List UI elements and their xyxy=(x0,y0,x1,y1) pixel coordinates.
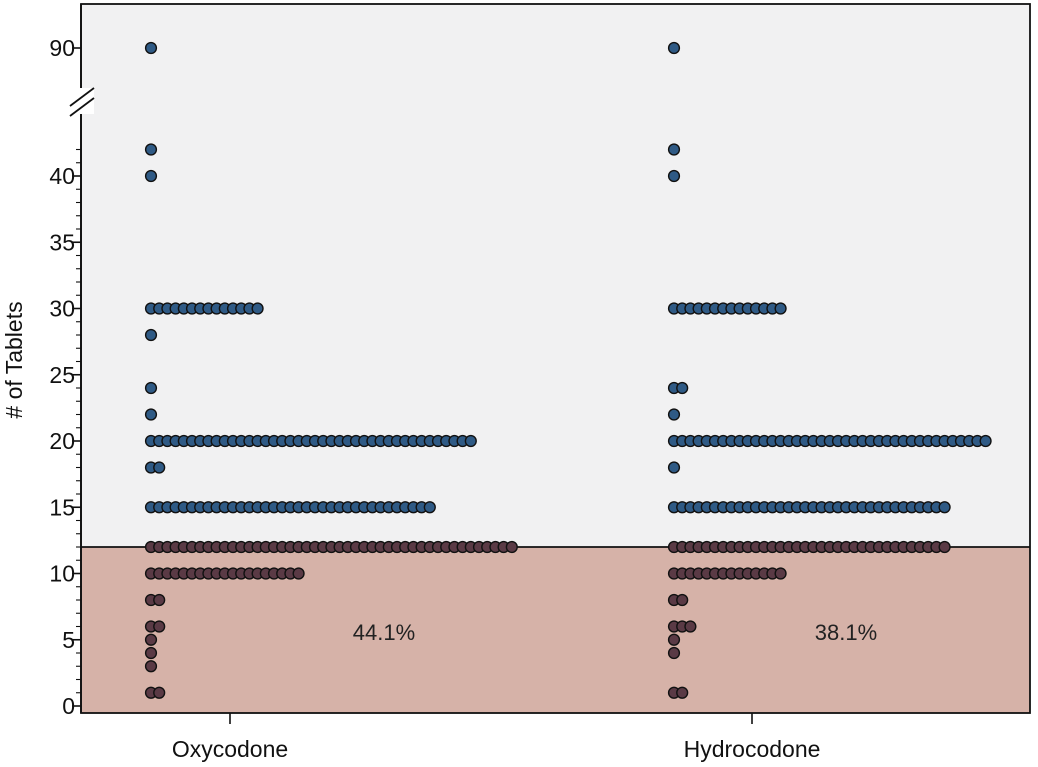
data-point xyxy=(938,501,951,514)
y-tick-label: 5 xyxy=(62,627,75,653)
x-category-label: Oxycodone xyxy=(172,736,288,762)
axis-break-marker xyxy=(69,87,95,117)
y-tick-label: 35 xyxy=(49,229,75,255)
data-point xyxy=(667,408,681,421)
data-point xyxy=(464,434,477,448)
data-point xyxy=(144,660,158,673)
data-point xyxy=(144,328,158,342)
data-point xyxy=(153,593,166,607)
data-point xyxy=(979,434,992,448)
data-point xyxy=(774,302,787,315)
y-tick-label: 30 xyxy=(49,296,75,322)
data-point xyxy=(676,686,689,699)
data-point xyxy=(153,461,166,474)
data-point xyxy=(667,169,681,183)
data-point xyxy=(251,302,264,315)
data-point xyxy=(153,686,166,699)
x-axis: Oxycodone Hydrocodone xyxy=(172,713,821,762)
y-axis-title: # of Tablets xyxy=(1,301,27,418)
y-tick-label: 0 xyxy=(62,693,75,719)
y-tick-label: 20 xyxy=(49,428,75,454)
percent-below-threshold-label: 44.1% xyxy=(353,620,415,645)
data-point xyxy=(144,646,158,660)
data-point xyxy=(938,540,951,554)
y-tick-label: 25 xyxy=(49,362,75,388)
data-point xyxy=(667,41,681,55)
data-point xyxy=(144,408,158,421)
data-point xyxy=(144,381,158,395)
data-point xyxy=(667,633,681,646)
data-point xyxy=(292,567,305,580)
data-point xyxy=(667,143,681,156)
y-tick-label: 15 xyxy=(49,494,75,520)
y-tick-label: 90 xyxy=(49,35,75,61)
data-point xyxy=(144,41,158,55)
y-tick-label: 10 xyxy=(49,561,75,587)
data-points xyxy=(144,41,992,699)
data-point xyxy=(676,381,689,395)
plot-frame xyxy=(80,3,1031,714)
axis-break-stroke xyxy=(69,87,95,107)
y-tick-label: 40 xyxy=(49,163,75,189)
x-category-label: Hydrocodone xyxy=(684,736,821,762)
percent-below-threshold-label: 38.1% xyxy=(815,620,877,645)
data-point xyxy=(153,620,166,633)
data-point xyxy=(667,646,681,660)
data-point xyxy=(423,501,436,514)
data-point xyxy=(676,593,689,607)
data-point xyxy=(144,169,158,183)
data-point xyxy=(505,540,518,554)
data-point xyxy=(144,633,158,646)
axis-break-stroke xyxy=(69,97,95,117)
data-point xyxy=(144,143,158,156)
percent-labels: 44.1% 38.1% xyxy=(353,620,877,645)
data-point xyxy=(774,567,787,580)
data-point xyxy=(684,620,697,633)
data-point xyxy=(667,461,681,474)
